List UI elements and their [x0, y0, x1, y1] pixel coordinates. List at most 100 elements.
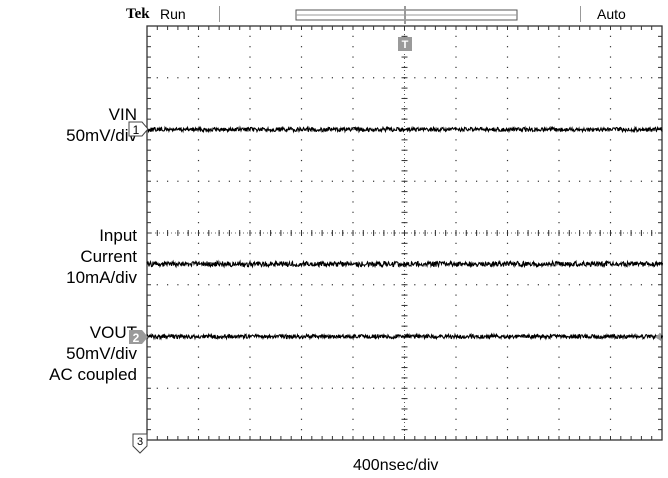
grid-dot — [558, 398, 560, 400]
grid-dot — [609, 108, 612, 110]
grid-dot — [506, 294, 509, 296]
grid-dot — [300, 242, 303, 244]
grid-dot — [352, 429, 354, 431]
grid-dot — [342, 284, 344, 286]
grid-dot — [589, 284, 591, 286]
grid-dot — [197, 180, 200, 182]
grid-dot — [352, 356, 354, 358]
grid-dot — [249, 429, 251, 431]
grid-dot — [579, 180, 581, 182]
grid-dot — [609, 170, 612, 172]
grid-dot — [455, 201, 457, 203]
grid-dot — [300, 273, 303, 275]
channel-name: VOUT — [89, 323, 137, 342]
grid-dot — [300, 180, 303, 182]
grid-dot — [589, 180, 591, 182]
grid-dot — [609, 201, 612, 203]
grid-dot — [434, 284, 436, 286]
grid-dot — [620, 77, 622, 79]
grid-dot — [362, 387, 364, 389]
grid-dot — [311, 180, 313, 182]
grid-dot — [506, 56, 509, 58]
grid-dot — [249, 201, 251, 203]
grid-dot — [352, 139, 354, 141]
grid-dot — [609, 77, 612, 79]
grid-dot — [352, 304, 354, 307]
grid-dot — [558, 377, 560, 379]
grid-dot — [197, 387, 200, 389]
trigger-marker: T — [398, 37, 412, 51]
grid-dot — [352, 128, 354, 131]
axis-ticks — [147, 26, 662, 440]
grid-dot — [197, 108, 200, 110]
grid-dot — [506, 408, 509, 410]
grid-dot — [321, 180, 323, 182]
grid-dot — [373, 284, 375, 286]
grid-dot — [352, 387, 354, 389]
grid-dot — [414, 284, 416, 286]
grid-dot — [558, 56, 560, 58]
grid-dot — [609, 315, 612, 317]
grid-dot — [373, 77, 375, 79]
grid-dot — [414, 387, 416, 389]
grid-dot — [609, 35, 612, 37]
grid-dot — [506, 211, 509, 213]
grid-dot — [300, 356, 303, 358]
grid-dot — [249, 377, 251, 379]
grid-dot — [609, 346, 612, 348]
grid-dot — [156, 387, 158, 389]
grid-dot — [465, 387, 467, 389]
grid-dot — [249, 387, 251, 389]
grid-dot — [455, 66, 457, 68]
grid-dot — [290, 77, 292, 79]
grid-dot — [558, 253, 560, 255]
grid-dot — [239, 284, 241, 286]
grid-dot — [197, 201, 200, 203]
grid-dot — [331, 77, 333, 79]
grid-dot — [197, 170, 200, 172]
grid-dot — [249, 35, 251, 37]
grid-dot — [342, 77, 344, 79]
grid-dot — [383, 284, 385, 286]
grid-dot — [527, 284, 529, 286]
grid-dot — [197, 149, 200, 151]
grid-dot — [609, 159, 612, 162]
grid-dot — [352, 87, 354, 89]
grid-dot — [300, 366, 303, 369]
grid-dot — [630, 77, 632, 79]
grid-dot — [558, 304, 560, 307]
grid-dot — [455, 77, 457, 79]
grid-dot — [197, 118, 200, 120]
grid-dot — [506, 139, 509, 141]
grid-dot — [568, 284, 570, 286]
grid-dot — [527, 387, 529, 389]
grid-dot — [331, 284, 333, 286]
grid-dot — [599, 180, 601, 182]
grid-dot — [640, 284, 642, 286]
ch1-marker: 1 — [128, 121, 149, 137]
grid-dot — [311, 77, 313, 79]
grid-dot — [393, 77, 395, 79]
grid-dot — [445, 284, 447, 286]
grid-dot — [445, 387, 447, 389]
grid-dot — [455, 377, 457, 379]
grid-dot — [197, 159, 200, 162]
grid-dot — [476, 180, 478, 182]
grid-dot — [506, 170, 509, 172]
grid-dot — [300, 429, 303, 431]
grid-dot — [609, 325, 612, 327]
grid-dot — [249, 77, 251, 79]
grid-dot — [558, 284, 560, 286]
grid-dot — [455, 429, 457, 431]
coupling-note: AC coupled — [49, 365, 137, 384]
grid-dot — [506, 66, 509, 68]
grid-dot — [579, 387, 581, 389]
grid-dot — [352, 273, 354, 275]
grid-dot — [383, 180, 385, 182]
grid-dot — [424, 180, 426, 182]
grid-dot — [197, 398, 200, 400]
grid-dot — [455, 253, 457, 255]
grid-dot — [558, 346, 560, 348]
grid-dot — [506, 253, 509, 255]
grid-dot — [609, 46, 612, 48]
